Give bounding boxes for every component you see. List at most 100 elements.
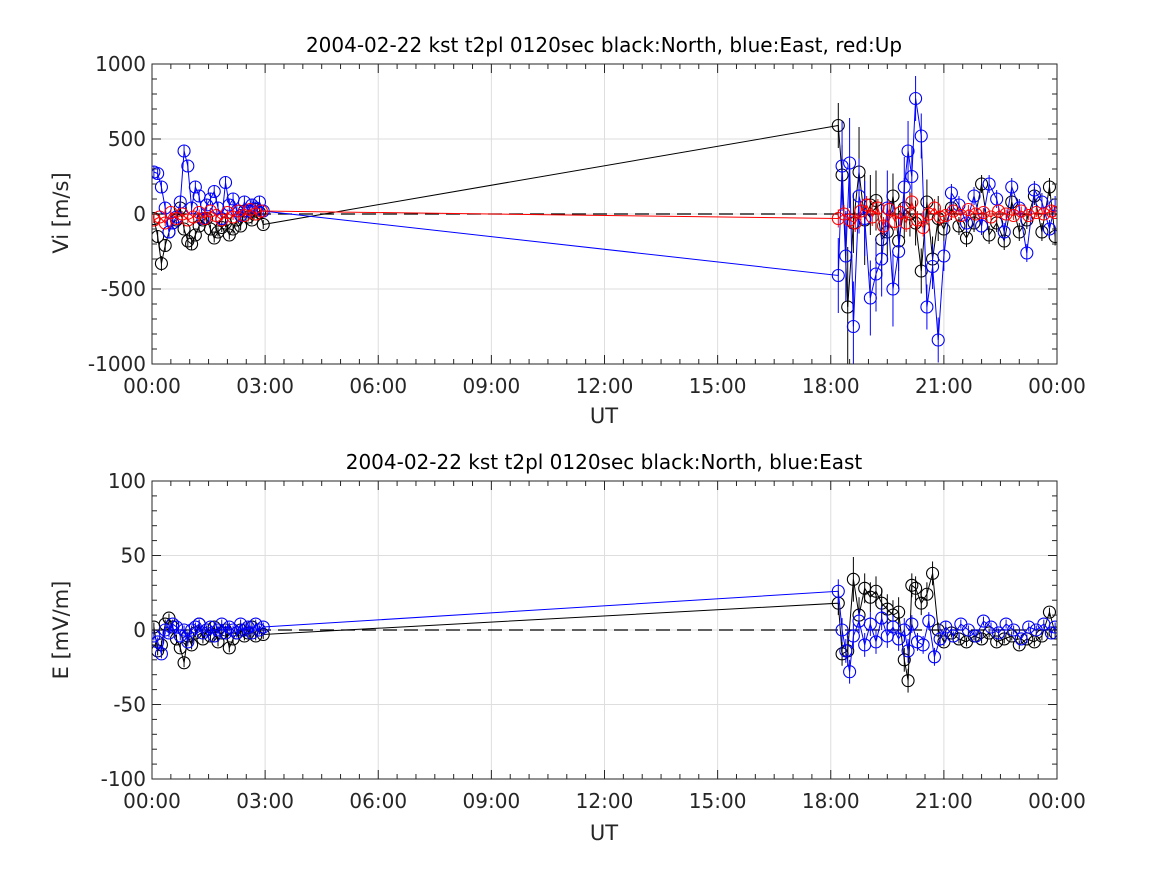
y-tick-label: 0: [133, 618, 146, 642]
x-tick-label: 00:00: [123, 789, 181, 813]
data-point-north: [926, 566, 940, 580]
data-point-east: [992, 626, 1006, 640]
y-tick-label: -100: [101, 767, 146, 791]
data-point-east: [1044, 626, 1057, 640]
data-point-east: [875, 252, 889, 266]
series-line-up: [153, 200, 1056, 229]
data-point-up: [1029, 205, 1043, 220]
data-point-up: [969, 207, 983, 221]
data-point-east: [927, 650, 941, 664]
y-axis-label-velocity: Vi [m/s]: [49, 172, 73, 253]
x-tick-label: 15:00: [689, 789, 747, 813]
panel-velocity: 2004-02-22 kst t2pl 0120sec black:North,…: [49, 33, 1086, 428]
data-point-north: [222, 641, 236, 655]
data-point-up: [999, 207, 1013, 221]
data-point-east: [1022, 620, 1036, 634]
data-point-north: [846, 572, 860, 586]
data-point-east: [931, 333, 945, 347]
x-tick-label: 09:00: [463, 374, 521, 398]
data-point-north: [937, 635, 951, 649]
series-up: [152, 193, 1057, 237]
data-point-east: [909, 91, 923, 106]
x-tick-label: 00:00: [1028, 789, 1086, 813]
x-tick-label: 18:00: [802, 789, 860, 813]
data-point-north: [982, 626, 996, 640]
data-point-up: [876, 219, 891, 233]
data-point-east: [1014, 632, 1028, 646]
data-point-north: [177, 222, 191, 236]
data-point-north: [967, 216, 981, 230]
data-point-east: [835, 159, 849, 173]
data-point-east: [922, 614, 936, 628]
data-point-east: [886, 282, 900, 296]
data-point-east: [1007, 623, 1021, 637]
data-point-north: [185, 237, 199, 251]
data-point-east: [920, 300, 934, 314]
data-point-east: [237, 623, 251, 637]
data-point-up: [976, 205, 991, 220]
data-point-east: [982, 177, 996, 191]
data-point-up: [992, 204, 1006, 218]
plot-area: 00:00 03:00 06:00 09:00 12:00 15:00 18:00 21:00…: [101, 469, 1086, 813]
y-tick-label: 500: [108, 127, 146, 151]
data-point-east: [166, 617, 180, 631]
x-tick-label: 09:00: [463, 789, 521, 813]
data-point-east: [245, 626, 259, 640]
data-point-north: [901, 674, 915, 688]
data-point-east: [967, 189, 981, 203]
data-point-north: [914, 264, 928, 278]
data-point-east: [933, 632, 947, 646]
data-point-north: [937, 222, 951, 236]
y-axis-label-electric-field: E [mV/m]: [49, 581, 73, 680]
data-point-north: [905, 578, 919, 592]
x-tick-label: 06:00: [349, 374, 407, 398]
data-point-north: [1005, 629, 1019, 643]
data-point-east: [905, 169, 919, 184]
data-point-north: [869, 584, 883, 598]
data-point-east: [839, 249, 853, 263]
data-point-north: [1042, 180, 1057, 194]
data-point-east: [152, 166, 165, 181]
series-line-east: [153, 98, 1056, 341]
data-point-east: [230, 626, 244, 640]
data-point-east: [1005, 180, 1019, 194]
data-point-east: [905, 617, 919, 631]
data-point-east: [944, 186, 958, 200]
data-point-east: [188, 180, 202, 194]
data-point-east: [181, 635, 195, 649]
data-point-north: [185, 638, 199, 652]
data-point-east: [162, 225, 176, 239]
data-point-east: [215, 617, 229, 631]
data-point-north: [897, 653, 911, 667]
data-point-up: [1048, 205, 1057, 220]
data-point-up: [939, 208, 953, 223]
x-tick-label: 18:00: [802, 374, 860, 398]
data-point-north: [177, 656, 191, 670]
data-point-east: [926, 259, 940, 274]
data-point-east: [252, 623, 267, 637]
data-point-east: [939, 620, 953, 634]
data-point-east: [969, 629, 983, 643]
plot-area: 00:00 03:00 06:00 09:00 12:00 15:00 18:00 21:00…: [88, 52, 1086, 398]
data-point-north: [952, 219, 966, 233]
data-point-up: [961, 202, 975, 217]
data-point-north: [982, 228, 996, 242]
x-tick-label: 00:00: [123, 374, 181, 398]
chart-title-velocity: 2004-02-22 kst t2pl 0120sec black:North,…: [306, 33, 902, 57]
data-point-east: [1027, 183, 1041, 197]
data-point-east: [1048, 620, 1057, 634]
data-point-up: [946, 204, 960, 218]
data-point-north: [158, 238, 172, 253]
data-point-east: [843, 156, 857, 170]
data-point-east: [256, 620, 270, 634]
data-point-up: [916, 220, 930, 235]
data-point-up: [848, 216, 862, 230]
series-east: [152, 579, 1057, 684]
data-point-east: [892, 244, 906, 259]
x-tick-label: 15:00: [689, 374, 747, 398]
data-point-north: [909, 216, 923, 230]
data-point-east: [875, 611, 889, 625]
y-tick-label: 100: [108, 469, 146, 493]
data-point-east: [852, 189, 866, 203]
